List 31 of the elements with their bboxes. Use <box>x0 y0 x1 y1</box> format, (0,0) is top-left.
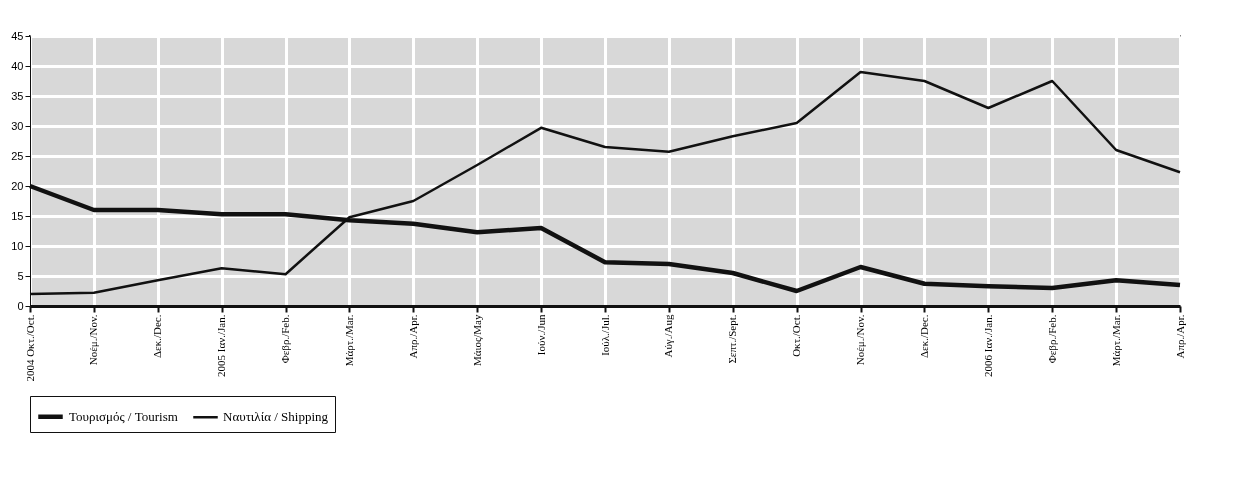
x-tick-label: Μάρτ./Mar. <box>1109 314 1122 367</box>
y-tick-label: 20 <box>11 179 24 192</box>
x-tick-label: Απρ./Apr. <box>1173 314 1186 359</box>
y-tick-label: 30 <box>11 119 24 132</box>
y-tick-label: 25 <box>11 149 24 162</box>
x-tick-label: Οκτ./Oct. <box>790 314 803 357</box>
y-tick-label: 35 <box>11 89 24 102</box>
x-tick-label: Μάρτ./Mar. <box>342 314 355 367</box>
y-tick-label: 0 <box>17 299 24 312</box>
x-tick-label: Δεκ./Dec. <box>917 314 930 359</box>
x-tick-label: Σεπτ./Sept. <box>726 314 739 364</box>
x-tick-label: Απρ./Apr. <box>406 314 419 359</box>
y-tick-label: 10 <box>11 239 24 252</box>
y-tick-label: 40 <box>11 59 24 72</box>
x-tick-label: Αύγ./Aug <box>662 314 675 358</box>
y-tick-label: 5 <box>17 269 24 282</box>
y-tick-label: 15 <box>11 209 24 222</box>
x-tick-label: Δεκ./Dec. <box>151 314 164 359</box>
x-tick-label: 2004 Οκτ./Oct. <box>23 314 36 382</box>
legend-label: Ναυτιλία / Shipping <box>223 409 329 425</box>
x-tick-label: Ιούλ./Jul. <box>598 314 611 356</box>
x-tick-label: 2006 Ιαν./Jan. <box>981 314 994 377</box>
x-tick-label: Νοέμ./Nov. <box>87 314 100 366</box>
x-tick-label: Νοέμ./Nov. <box>854 314 867 366</box>
x-tick-label: Φεβρ./Feb. <box>1045 314 1058 364</box>
y-tick-label: 45 <box>11 29 24 42</box>
x-tick-label: Ιούν./Jun <box>534 314 547 356</box>
x-tick-label: Φεβρ./Feb. <box>279 314 292 364</box>
legend-label: Τουρισμός / Tourism <box>69 408 178 424</box>
x-tick-label: Μάιος/May <box>470 314 483 367</box>
x-tick-label: 2005 Ιαν./Jan. <box>215 314 228 377</box>
